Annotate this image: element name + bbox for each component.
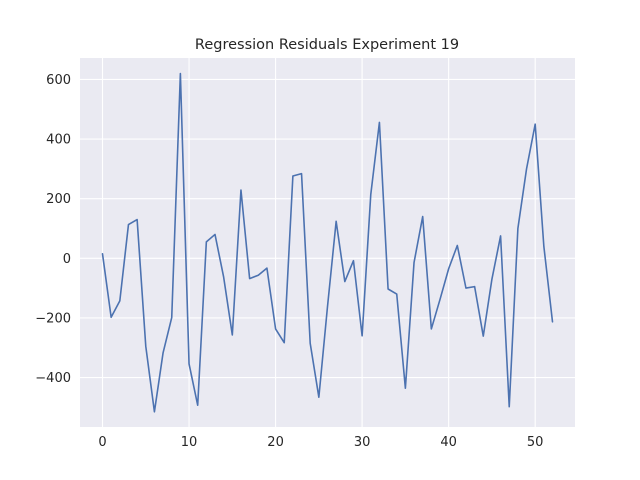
y-tick-label: 0: [63, 252, 71, 267]
plot-background: [80, 58, 575, 427]
y-tick-label: 400: [46, 133, 71, 148]
residual-series-line: [101, 72, 554, 413]
y-tick-label: −200: [35, 311, 71, 326]
y-tick-label: −400: [35, 371, 71, 386]
x-tick-label: 50: [527, 435, 544, 450]
series-group: [101, 72, 554, 413]
x-tick-label: 20: [267, 435, 284, 450]
x-tick-label: 0: [98, 435, 106, 450]
x-tick-label: 40: [440, 435, 457, 450]
y-tick-label: 200: [46, 192, 71, 207]
x-tick-labels: 0 10 20 30 40 50: [98, 435, 543, 450]
y-tick-labels: −400 −200 0 200 400 600: [35, 73, 71, 386]
x-tick-label: 30: [354, 435, 371, 450]
x-tick-label: 10: [181, 435, 198, 450]
y-tick-label: 600: [46, 73, 71, 88]
grid-lines: [80, 58, 575, 427]
chart-title: Regression Residuals Experiment 19: [195, 37, 459, 53]
